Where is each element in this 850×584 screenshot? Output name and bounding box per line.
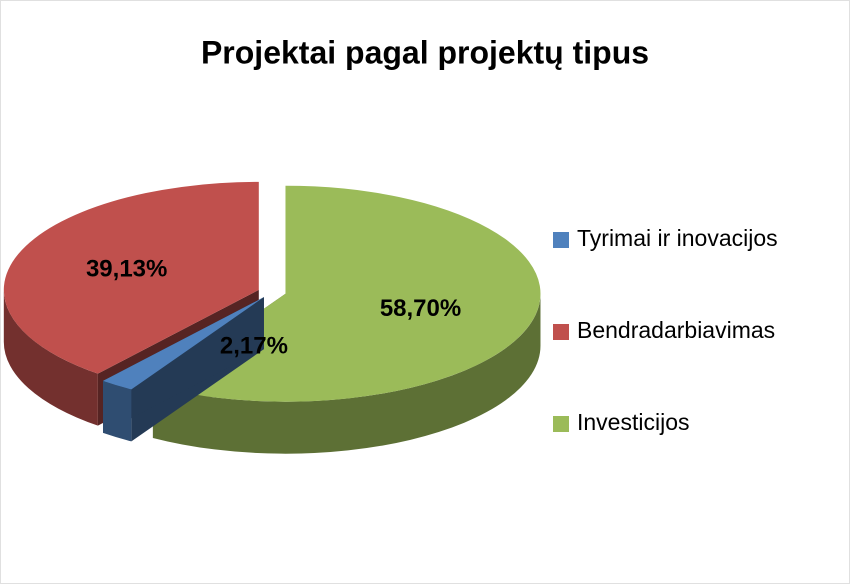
slice-wall — [102, 380, 132, 442]
slice-wall — [152, 293, 541, 454]
slice — [102, 297, 264, 390]
legend-label: Bendradarbiavimas — [577, 317, 775, 343]
legend-swatch — [553, 324, 569, 340]
legend-label: Investicijos — [577, 409, 689, 435]
data-label: 2,17% — [220, 332, 288, 359]
legend-label: Tyrimai ir inovacijos — [577, 225, 778, 251]
legend-swatch — [553, 232, 569, 248]
legend-swatch — [553, 416, 569, 432]
data-label: 58,70% — [380, 295, 461, 322]
slice-side — [102, 297, 264, 433]
data-label: 39,13% — [86, 255, 167, 282]
chart-title: Projektai pagal projektų tipus — [201, 34, 649, 70]
slice — [3, 181, 259, 374]
slice-wall — [3, 289, 98, 426]
